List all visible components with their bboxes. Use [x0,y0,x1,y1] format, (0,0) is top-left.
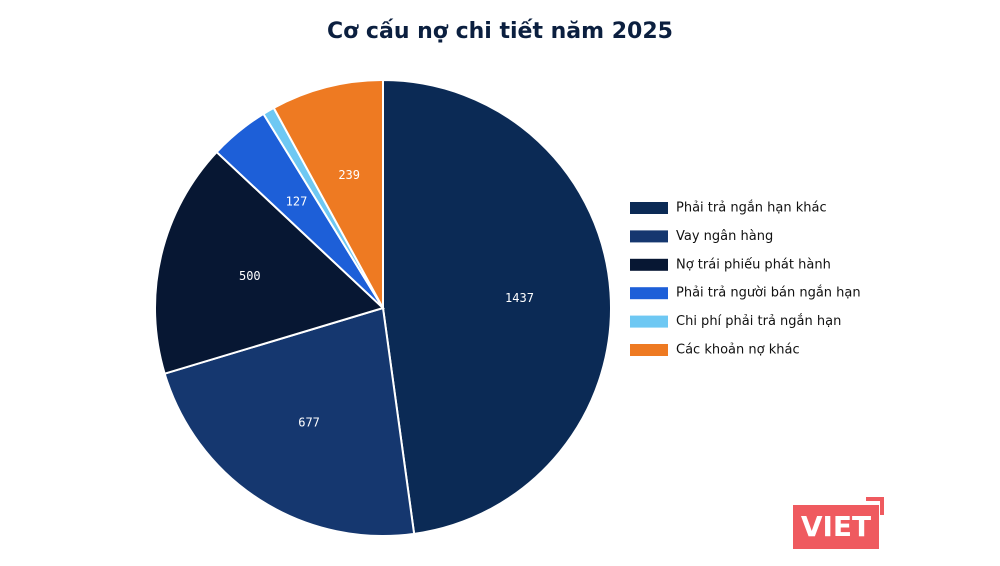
watermark-corner [866,497,884,515]
data-label: 239 [338,168,360,182]
pie-slice [154,150,385,375]
watermark-box [793,505,879,549]
legend-label: Phải trả người bán ngắn hạn [676,286,861,301]
legend-swatch [630,202,668,214]
watermark: VIET [801,510,871,543]
data-label: 127 [286,195,308,209]
legend-label: Vay ngân hàng [676,229,773,244]
legend-swatch [630,258,668,271]
data-label: 500 [239,269,261,283]
legend-swatch [630,287,668,300]
legend-label: Chi phí phải trả ngắn hạn [676,314,841,329]
legend-swatch [630,344,668,356]
legend-label: Các khoản nợ khác [676,343,800,358]
pie-slice [382,78,612,535]
legend-swatch [630,315,668,328]
legend-label: Phải trả ngắn hạn khác [676,201,827,216]
legend-label: Nợ trái phiếu phát hành [676,257,831,272]
chart-title: Cơ cấu nợ chi tiết năm 2025 [327,19,673,44]
legend-swatch [630,230,668,243]
data-label: 1437 [505,291,534,305]
data-label: 677 [298,416,320,430]
pie-slice [163,306,416,537]
pie-slice [272,78,384,309]
